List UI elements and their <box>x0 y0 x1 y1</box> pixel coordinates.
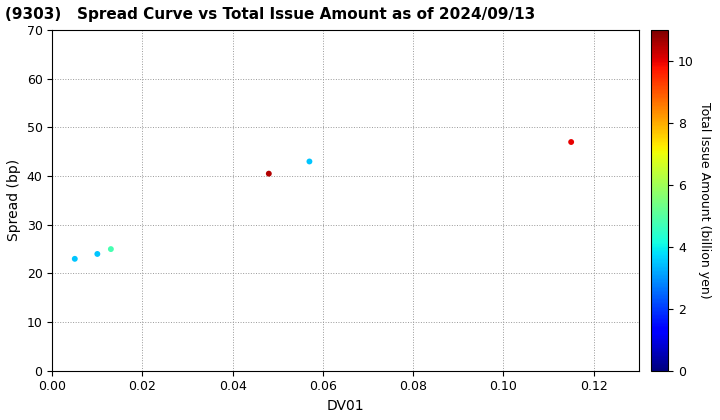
Point <box>69 255 81 262</box>
Y-axis label: Spread (bp): Spread (bp) <box>7 159 21 242</box>
Point <box>565 139 577 145</box>
Point <box>304 158 315 165</box>
Point <box>263 170 274 177</box>
Y-axis label: Total Issue Amount (billion yen): Total Issue Amount (billion yen) <box>698 102 711 299</box>
Text: (9303)   Spread Curve vs Total Issue Amount as of 2024/09/13: (9303) Spread Curve vs Total Issue Amoun… <box>5 7 536 22</box>
X-axis label: DV01: DV01 <box>327 399 364 413</box>
Point <box>105 246 117 252</box>
Point <box>91 251 103 257</box>
